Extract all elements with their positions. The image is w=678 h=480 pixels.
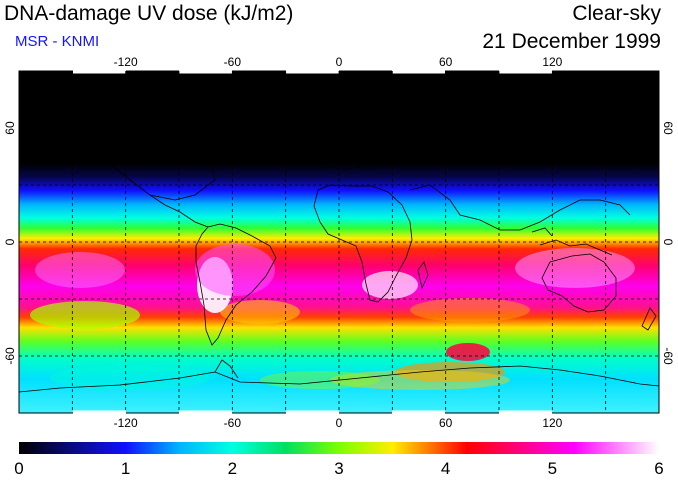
latitude-ticks-left: 60 0 -60 <box>3 121 17 365</box>
lon-tick-label: 60 <box>439 55 453 69</box>
lon-tick-label: -120 <box>114 55 138 69</box>
lon-tick-label: 0 <box>336 55 343 69</box>
lat-tick-label: 0 <box>3 238 17 245</box>
coastlines <box>19 99 659 393</box>
uv-field-anomalies <box>30 244 635 390</box>
longitude-ticks-top: -120 -60 0 60 120 <box>114 55 563 69</box>
colorbar-ticks: 0 1 2 3 4 5 6 <box>14 459 663 478</box>
lat-tick-label: 60 <box>3 121 17 135</box>
colorbar <box>19 442 659 454</box>
longitude-ticks-bottom: -120 -60 0 60 120 <box>114 416 563 430</box>
page-title: DNA-damage UV dose (kJ/m2) <box>4 2 294 25</box>
lat-tick-label: 0 <box>661 239 675 246</box>
lon-tick-label: 120 <box>542 55 562 69</box>
colorbar-tick-label: 3 <box>334 459 343 478</box>
source-label: MSR - KNMI <box>15 33 100 50</box>
lon-tick-label: 0 <box>336 416 343 430</box>
lon-tick-label: -60 <box>224 55 242 69</box>
colorbar-tick-label: 0 <box>14 459 23 478</box>
lon-tick-label: 60 <box>439 416 453 430</box>
lat-tick-label: 60 <box>661 121 675 135</box>
latitude-ticks-right: 60 0 -60 <box>661 121 675 365</box>
colorbar-tick-label: 4 <box>441 459 450 478</box>
colorbar-tick-label: 5 <box>548 459 557 478</box>
sky-condition-label: Clear-sky <box>572 2 661 25</box>
lat-tick-label: -60 <box>3 347 17 365</box>
lon-tick-label: -120 <box>114 416 138 430</box>
graticule <box>19 71 659 413</box>
colorbar-tick-label: 6 <box>654 459 663 478</box>
date-label: 21 December 1999 <box>482 30 661 53</box>
lon-tick-label: -60 <box>224 416 242 430</box>
lat-tick-label: -60 <box>661 347 675 365</box>
lon-tick-label: 120 <box>542 416 562 430</box>
frame-scale-bars <box>73 70 552 414</box>
colorbar-tick-label: 1 <box>121 459 130 478</box>
colorbar-tick-label: 2 <box>228 459 237 478</box>
